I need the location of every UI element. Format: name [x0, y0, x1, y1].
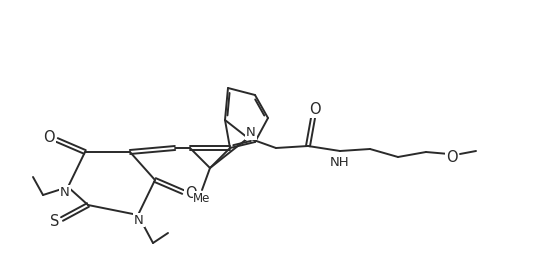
- Text: O: O: [43, 130, 55, 145]
- Text: O: O: [309, 102, 321, 117]
- Text: N: N: [134, 214, 144, 227]
- Text: O: O: [446, 149, 458, 164]
- Text: S: S: [50, 214, 60, 229]
- Text: N: N: [60, 186, 70, 199]
- Text: O: O: [185, 186, 197, 201]
- Text: NH: NH: [330, 157, 350, 169]
- Text: Me: Me: [193, 191, 211, 205]
- Text: N: N: [246, 126, 256, 139]
